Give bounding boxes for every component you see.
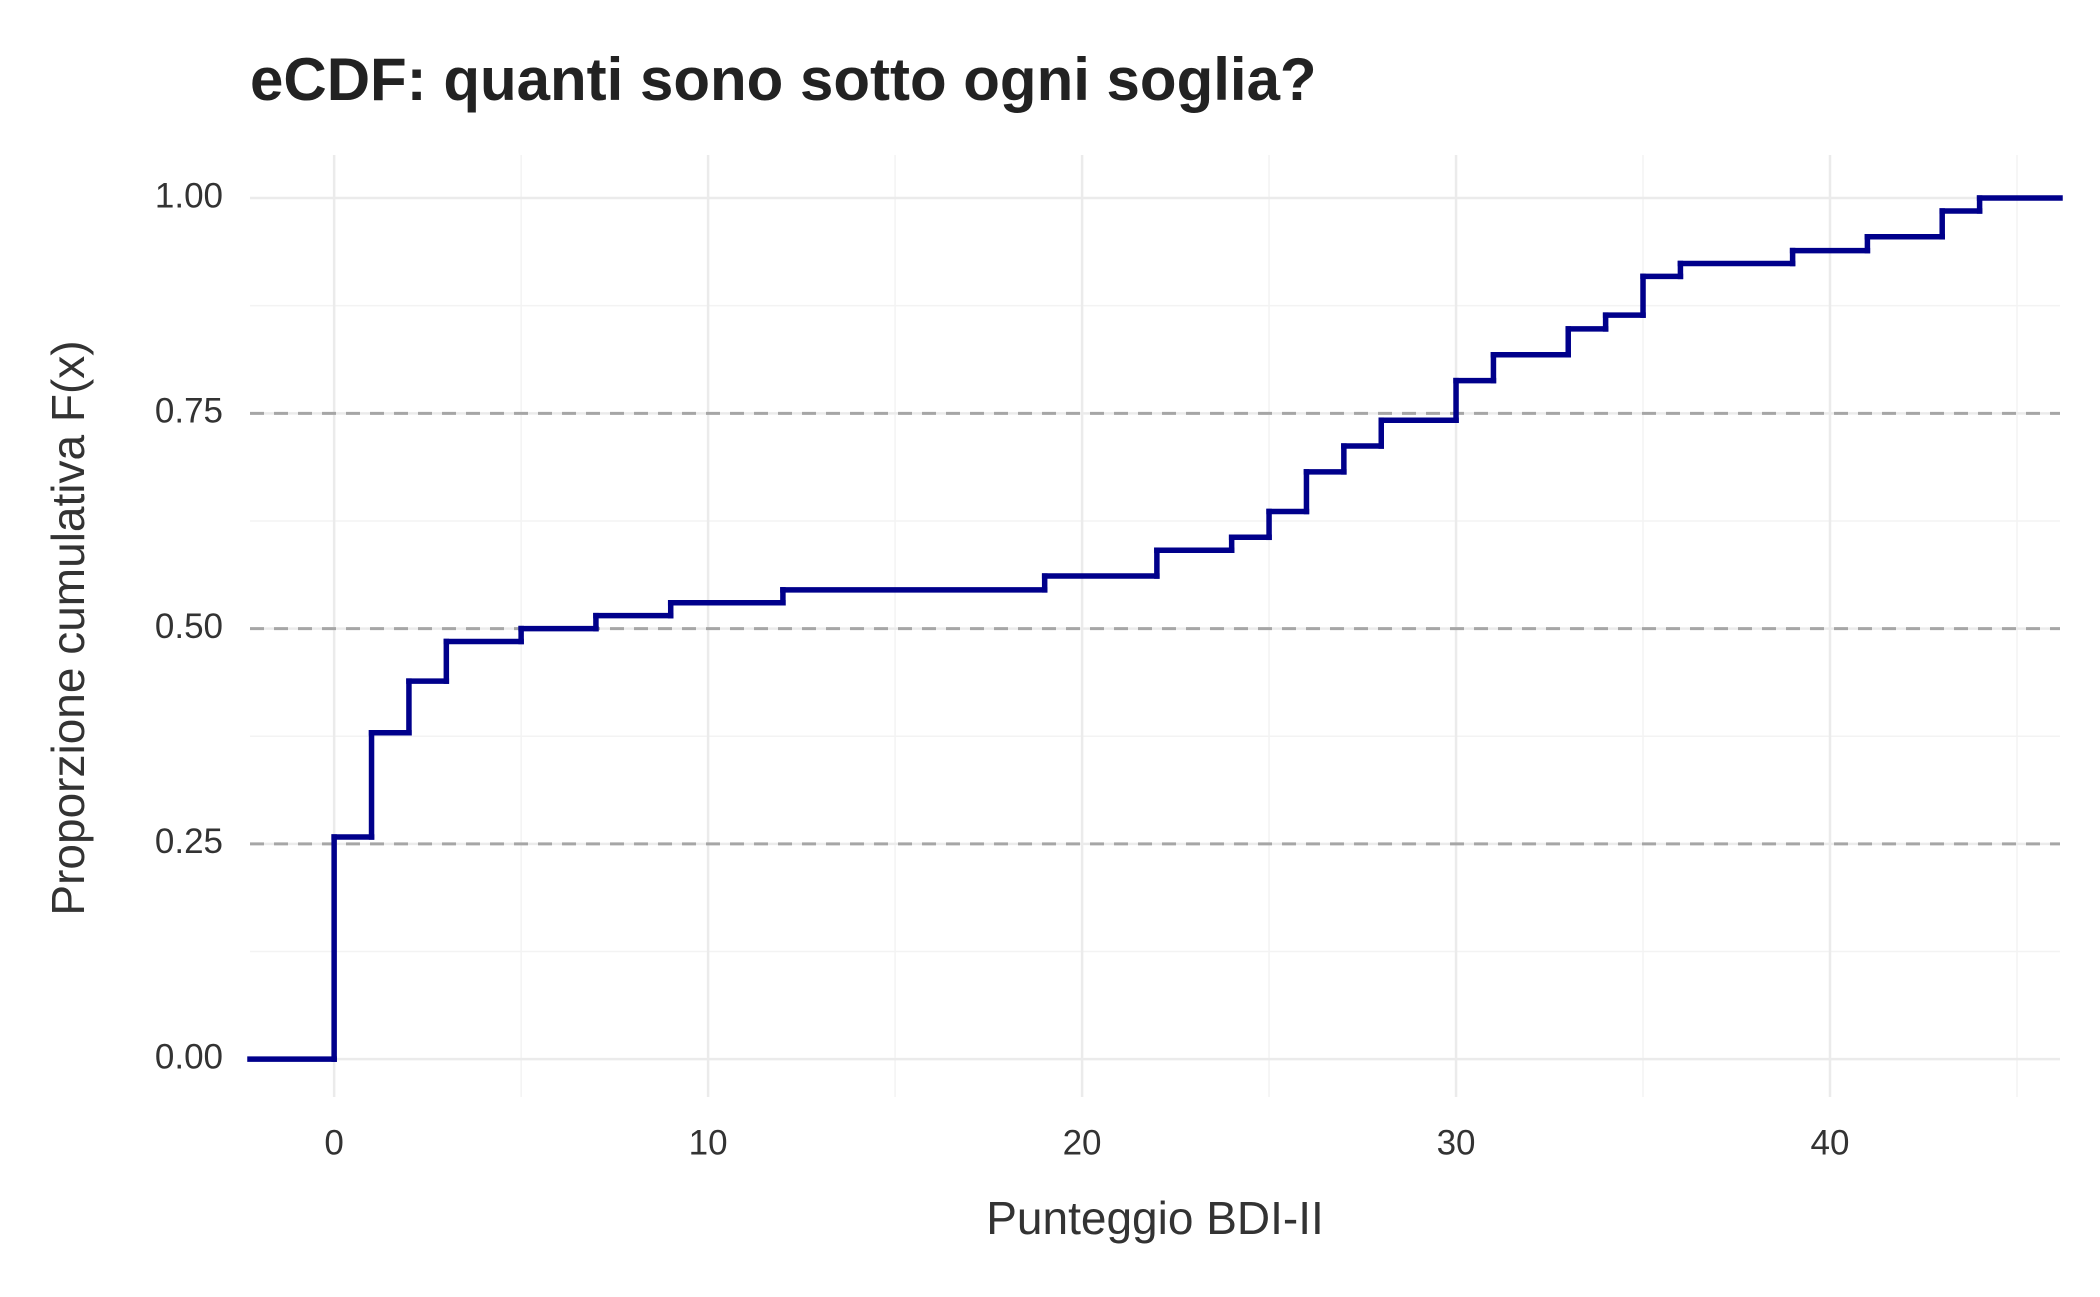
y-tick-label: 0.75 bbox=[155, 392, 223, 431]
x-tick-label: 20 bbox=[1063, 1123, 1102, 1162]
x-tick-label: 30 bbox=[1437, 1123, 1476, 1162]
y-tick-label: 0.25 bbox=[155, 822, 223, 861]
x-axis-title: Punteggio BDI-II bbox=[986, 1192, 1324, 1244]
y-tick-label: 1.00 bbox=[155, 176, 223, 215]
x-tick-label: 40 bbox=[1811, 1123, 1850, 1162]
x-tick-label: 10 bbox=[689, 1123, 728, 1162]
y-tick-label: 0.50 bbox=[155, 607, 223, 646]
y-tick-label: 0.00 bbox=[155, 1037, 223, 1076]
x-tick-label: 0 bbox=[324, 1123, 343, 1162]
y-axis-title: Proporzione cumulativa F(x) bbox=[42, 340, 94, 915]
chart-title: eCDF: quanti sono sotto ogni soglia? bbox=[250, 46, 1317, 113]
